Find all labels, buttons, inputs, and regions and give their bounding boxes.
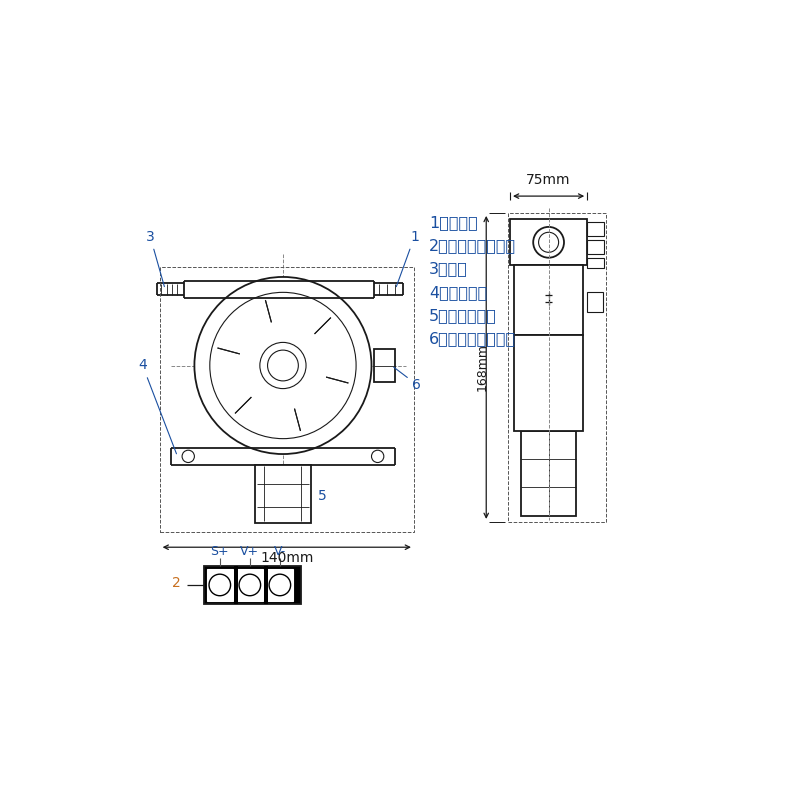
Bar (234, 566, 238, 604)
Circle shape (260, 342, 306, 389)
Text: 5、气敏传感器: 5、气敏传感器 (430, 308, 497, 322)
Text: 4、安装支架: 4、安装支架 (430, 285, 487, 300)
Bar (587, 240, 604, 254)
Circle shape (210, 292, 356, 438)
Text: 5: 5 (318, 489, 327, 502)
Bar (160, 267, 414, 532)
Circle shape (534, 227, 564, 258)
Bar (374, 349, 395, 382)
Circle shape (267, 350, 298, 381)
Bar (508, 213, 606, 522)
Bar (587, 222, 604, 236)
Text: V-: V- (274, 546, 286, 558)
Bar (255, 465, 310, 522)
Text: 2: 2 (172, 577, 181, 590)
Text: 3: 3 (146, 230, 164, 286)
Circle shape (239, 574, 261, 596)
Text: 4: 4 (138, 358, 177, 454)
Bar (514, 266, 583, 334)
Text: 140mm: 140mm (260, 551, 314, 565)
Circle shape (194, 277, 371, 454)
Text: 1、入线孔: 1、入线孔 (430, 215, 478, 230)
Circle shape (269, 574, 290, 596)
Bar (265, 566, 268, 604)
Circle shape (538, 232, 558, 252)
Text: 1: 1 (396, 230, 419, 286)
Bar (204, 566, 301, 604)
Text: 2、变送器接线端子: 2、变送器接线端子 (430, 238, 516, 254)
Bar (266, 569, 293, 601)
Text: V+: V+ (240, 546, 259, 558)
Circle shape (371, 450, 384, 462)
Circle shape (182, 450, 194, 462)
Text: 75mm: 75mm (526, 173, 571, 187)
Text: 6: 6 (394, 367, 421, 391)
Bar (587, 258, 604, 268)
Text: 6、传感器接线端子: 6、传感器接线端子 (430, 331, 516, 346)
Circle shape (209, 574, 230, 596)
Bar (206, 569, 233, 601)
Text: 168mm: 168mm (476, 343, 489, 391)
Bar (521, 431, 576, 516)
Bar (514, 334, 583, 431)
Text: 3、堵头: 3、堵头 (430, 262, 468, 277)
Bar (510, 219, 587, 266)
Bar (237, 569, 263, 601)
Bar (587, 292, 602, 311)
Text: S+: S+ (210, 546, 229, 558)
